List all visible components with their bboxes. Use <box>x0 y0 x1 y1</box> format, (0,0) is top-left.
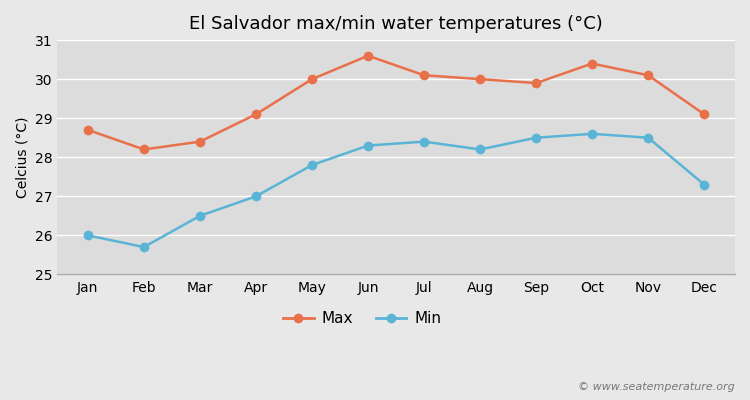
Max <box>419 73 428 78</box>
Min <box>644 135 652 140</box>
Max <box>644 73 652 78</box>
Min <box>587 132 596 136</box>
Max <box>196 139 205 144</box>
Max <box>587 61 596 66</box>
Max <box>476 77 484 82</box>
Min <box>532 135 541 140</box>
Min <box>476 147 484 152</box>
Text: © www.seatemperature.org: © www.seatemperature.org <box>578 382 735 392</box>
Min <box>83 233 92 238</box>
Max <box>308 77 316 82</box>
Max <box>83 128 92 132</box>
Line: Min: Min <box>83 129 709 252</box>
Min <box>140 245 148 250</box>
Min <box>308 163 316 168</box>
Legend: Max, Min: Max, Min <box>277 305 447 332</box>
Max <box>532 81 541 86</box>
Min <box>251 194 260 199</box>
Min <box>364 143 373 148</box>
Min <box>419 139 428 144</box>
Max <box>700 112 709 117</box>
Max <box>140 147 148 152</box>
Max <box>251 112 260 117</box>
Y-axis label: Celcius (°C): Celcius (°C) <box>15 116 29 198</box>
Min <box>700 182 709 187</box>
Max <box>364 53 373 58</box>
Line: Max: Max <box>83 51 709 154</box>
Min <box>196 214 205 218</box>
Title: El Salvador max/min water temperatures (°C): El Salvador max/min water temperatures (… <box>189 15 603 33</box>
